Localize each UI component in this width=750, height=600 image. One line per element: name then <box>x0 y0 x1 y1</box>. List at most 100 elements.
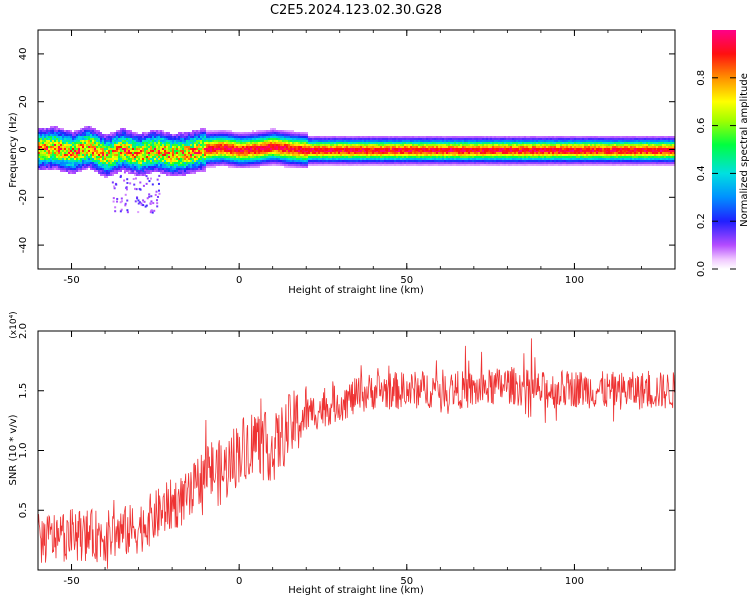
spectrogram-cell <box>340 154 342 156</box>
spectrogram-cell <box>484 138 486 140</box>
spectrogram-cell <box>228 158 230 160</box>
spectrogram-cell <box>142 160 144 162</box>
spectrogram-cell <box>552 138 554 140</box>
spectrogram-cell <box>458 144 460 146</box>
spectrogram-cell <box>440 158 442 160</box>
spectrogram-cell <box>474 136 476 138</box>
spectrogram-cell <box>276 144 278 146</box>
spectrogram-cell <box>352 162 354 164</box>
spectrogram-cell <box>400 152 402 154</box>
spectrogram-cell <box>466 164 468 166</box>
spectrogram-cell <box>446 152 448 154</box>
spectrogram-cell <box>318 158 320 160</box>
spectrogram-cell <box>158 162 160 164</box>
spectrogram-cell <box>398 158 400 160</box>
spectrogram-cell <box>444 140 446 142</box>
spectrogram-cell <box>450 146 452 148</box>
spectrogram-cell <box>328 136 330 138</box>
spectrogram-cell <box>258 144 260 146</box>
spectrogram-cell <box>138 138 140 140</box>
spectrogram-cell <box>322 154 324 156</box>
spectrogram-cell <box>554 142 556 144</box>
spectrogram-cell <box>540 158 542 160</box>
spectrogram-cell <box>108 134 110 136</box>
spectrogram-cell <box>464 150 466 152</box>
spectrogram-cell <box>544 158 546 160</box>
spectrogram-cell <box>152 162 154 164</box>
spectrogram-cell <box>344 158 346 160</box>
spectrogram-cell <box>560 154 562 156</box>
spectrogram-cell <box>158 160 160 162</box>
spectrogram-cell <box>440 154 442 156</box>
spectrogram-cell <box>136 174 138 176</box>
spectrogram-cell <box>562 142 564 144</box>
spectrogram-cell <box>116 148 118 150</box>
spectrogram-cell <box>424 162 426 164</box>
spectrogram-cell <box>534 140 536 142</box>
spectrogram-cell <box>458 136 460 138</box>
spectrogram-cell <box>48 156 50 158</box>
spectrogram-cell <box>560 152 562 154</box>
spectrogram-cell <box>382 148 384 150</box>
spectrogram-cell <box>352 142 354 144</box>
spectrogram-cell <box>428 160 430 162</box>
spectrogram-cell <box>196 136 198 138</box>
spectrogram-cell <box>384 138 386 140</box>
spectrogram-cell <box>456 144 458 146</box>
spectrogram-cell <box>488 142 490 144</box>
spectrogram-cell <box>88 134 90 136</box>
spectrogram-cell <box>40 156 42 158</box>
spectrogram-cell <box>444 164 446 166</box>
spectrogram-cell <box>80 128 82 130</box>
spectrogram-cell <box>586 138 588 140</box>
spectrogram-cell <box>126 146 128 148</box>
spectrogram-cell <box>306 132 308 134</box>
spectrogram-cell <box>56 134 58 136</box>
spectrogram-cell <box>144 142 146 144</box>
spectrogram-cell <box>158 166 160 168</box>
spectrogram-cell <box>296 154 298 156</box>
spectrogram-cell <box>166 170 168 172</box>
spectrogram-cell <box>244 152 246 154</box>
spectrogram-cell <box>394 136 396 138</box>
spectrogram-cell <box>460 152 462 154</box>
spectrogram-cell <box>474 144 476 146</box>
spectrogram-cell <box>230 130 232 132</box>
spectrogram-cell <box>466 160 468 162</box>
spectrogram-cell <box>578 162 580 164</box>
spectrogram-cell <box>122 152 124 154</box>
spectrogram-cell <box>482 150 484 152</box>
spectrogram-cell <box>526 136 528 138</box>
spectrogram-cell <box>600 140 602 142</box>
spectrogram-cell <box>480 160 482 162</box>
spectrogram-cell <box>572 138 574 140</box>
spectrogram-cell <box>190 162 192 164</box>
spectrogram-cell <box>524 148 526 150</box>
spectrogram-cell <box>586 144 588 146</box>
spectrogram-cell <box>468 160 470 162</box>
spectrogram-cell <box>40 152 42 154</box>
spectrogram-cell <box>190 172 192 174</box>
spectrogram-cell <box>214 130 216 132</box>
spectrogram-cell <box>290 158 292 160</box>
spectrogram-cell <box>58 150 60 152</box>
spectrogram-cell <box>302 144 304 146</box>
spectrogram-cell <box>256 136 258 138</box>
spectrogram-cell <box>538 138 540 140</box>
spectrogram-cell <box>130 134 132 136</box>
spectrogram-cell <box>424 148 426 150</box>
spectrogram-cell <box>314 140 316 142</box>
spectrogram-cell <box>64 170 66 172</box>
spectrogram-cell <box>98 132 100 134</box>
spectrogram-cell <box>84 152 86 154</box>
spectrogram-cell <box>358 158 360 160</box>
spectrogram-cell <box>120 170 122 172</box>
spectrogram-cell <box>214 146 216 148</box>
spectrogram-cell <box>312 138 314 140</box>
spectrogram-cell <box>82 148 84 150</box>
spectrogram-cell <box>300 136 302 138</box>
spectrogram-cell <box>470 164 472 166</box>
spectrogram-cell <box>242 148 244 150</box>
spectrogram-cell <box>518 140 520 142</box>
spectrogram-cell <box>322 156 324 158</box>
